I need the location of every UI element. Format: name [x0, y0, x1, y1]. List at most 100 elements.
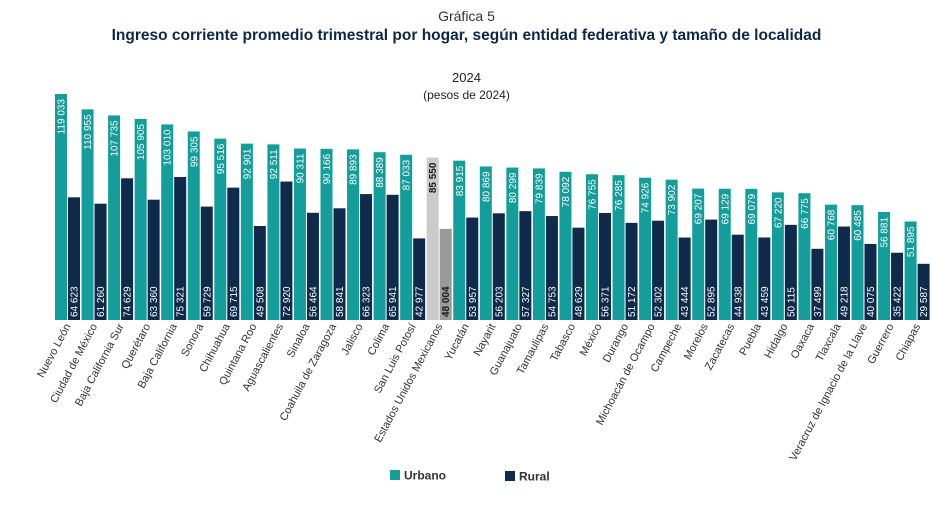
bar-urbano-baja-california-sur	[108, 115, 121, 320]
label-urbano-guanajuato: 80 299	[508, 172, 519, 203]
bar-rural-baja-california	[174, 176, 187, 320]
bar-urbano-campeche	[665, 179, 678, 320]
bar-rural-oaxaca	[811, 248, 824, 320]
label-urbano-nuevo-leon: 119 033	[57, 99, 68, 135]
label-urbano-michoacan-de-ocampo: 74 926	[641, 182, 652, 213]
label-urbano-durango: 76 285	[614, 180, 625, 211]
label-rural-yucatan: 53 957	[468, 286, 479, 317]
bar-rural-tamaulipas	[545, 216, 558, 320]
label-rural-hidalgo: 50 115	[786, 287, 797, 317]
category-label-colima: Colima	[366, 321, 393, 358]
bar-rural-durango	[625, 222, 638, 320]
label-urbano-baja-california-sur: 107 735	[110, 120, 121, 157]
label-urbano-san-luis-potosi: 87 033	[402, 159, 413, 190]
label-rural-morelos: 52 895	[707, 286, 718, 317]
bar-rural-campeche	[678, 237, 691, 320]
bar-urbano-nuevo-leon	[55, 94, 67, 320]
label-rural-tlaxcala: 49 218	[839, 286, 850, 317]
category-label-puebla: Puebla	[737, 321, 764, 358]
chart-unit: (pesos de 2024)	[423, 88, 510, 102]
label-rural-baja-california: 75 321	[176, 286, 187, 317]
label-rural-quintana-roo: 49 508	[255, 286, 266, 317]
label-rural-puebla: 43 459	[760, 286, 771, 317]
bar-urbano-morelos	[692, 188, 705, 320]
bar-rural-guanajuato	[519, 211, 532, 320]
bar-urbano-aguascalientes	[267, 144, 280, 320]
bar-urbano-sinaloa	[293, 148, 306, 320]
label-urbano-colima: 88 389	[375, 157, 386, 188]
label-rural-tamaulipas: 54 753	[547, 286, 558, 317]
label-rural-tabasco: 48 629	[574, 286, 585, 317]
label-rural-colima: 65 941	[388, 286, 399, 317]
label-urbano-chihuahua: 95 516	[216, 143, 227, 174]
bar-urbano-oaxaca	[798, 193, 811, 320]
bar-urbano-chihuahua	[214, 138, 227, 320]
label-urbano-coahuila-de-zaragoza: 90 166	[322, 153, 333, 184]
label-rural-nayarit: 56 203	[494, 286, 505, 317]
label-urbano-mexico: 76 755	[588, 179, 599, 210]
category-label-hidalgo: Hidalgo	[762, 322, 790, 361]
label-rural-jalisco: 66 323	[362, 286, 373, 317]
bar-rural-ciudad-de-mexico	[94, 203, 107, 320]
label-urbano-nayarit: 80 869	[481, 171, 492, 202]
bar-rural-nuevo-leon	[68, 197, 80, 320]
bar-urbano-tamaulipas	[532, 168, 545, 320]
category-label-durango: Durango	[601, 322, 631, 365]
category-label-coahuila-de-zaragoza: Coahuila de Zaragoza	[278, 321, 340, 423]
bar-rural-tabasco	[572, 227, 585, 320]
label-urbano-jalisco: 89 893	[349, 154, 360, 185]
label-rural-guerrero: 35 422	[893, 286, 904, 317]
bar-rural-quintana-roo	[253, 226, 266, 320]
label-rural-mexico: 56 371	[601, 286, 612, 317]
label-rural-nuevo-leon: 64 623	[70, 286, 81, 317]
label-urbano-queretaro: 105 905	[136, 123, 147, 160]
label-urbano-estados-unidos-mexicanos: 85 550	[428, 162, 439, 193]
label-rural-chiapas: 29 587	[919, 286, 930, 317]
bar-rural-baja-california-sur	[121, 178, 134, 320]
bar-urbano-veracruz-de-ignacio-de-la-llave	[851, 205, 864, 320]
bar-rural-tlaxcala	[837, 226, 850, 320]
bar-urbano-yucatan	[453, 160, 466, 320]
label-urbano-ciudad-de-mexico: 110 955	[83, 114, 94, 150]
label-rural-guanajuato: 57 327	[521, 286, 532, 317]
label-urbano-yucatan: 83 915	[455, 165, 466, 196]
bar-rural-puebla	[758, 237, 771, 320]
label-urbano-campeche: 73 902	[667, 184, 678, 215]
bar-rural-yucatan	[466, 217, 479, 320]
label-urbano-zacatecas: 69 129	[720, 193, 731, 224]
label-rural-ciudad-de-mexico: 61 260	[96, 286, 107, 317]
category-label-michoacan-de-ocampo: Michoacán de Ocampo	[594, 322, 658, 428]
label-rural-estados-unidos-mexicanos: 48 004	[441, 286, 452, 317]
bar-urbano-baja-california	[161, 124, 174, 320]
label-urbano-morelos: 69 207	[694, 193, 705, 224]
label-urbano-guerrero: 56 881	[880, 217, 891, 248]
bar-urbano-guanajuato	[506, 167, 519, 320]
bar-urbano-puebla	[745, 188, 758, 320]
category-label-mexico: México	[578, 322, 605, 358]
bar-rural-guerrero	[891, 252, 904, 320]
category-label-oaxaca: Oaxaca	[789, 321, 818, 361]
bar-rural-chihuahua	[227, 187, 240, 320]
category-label-morelos: Morelos	[682, 321, 711, 362]
bar-rural-zacatecas	[731, 234, 744, 320]
bar-urbano-queretaro	[134, 118, 147, 320]
category-label-sinaloa: Sinaloa	[285, 321, 313, 360]
bar-rural-mexico	[599, 212, 611, 320]
bar-urbano-tabasco	[559, 171, 572, 320]
label-rural-michoacan-de-ocampo: 52 302	[654, 286, 665, 317]
category-label-jalisco: Jalisco	[339, 322, 365, 357]
label-rural-zacatecas: 44 938	[733, 286, 744, 317]
bar-urbano-ciudad-de-mexico	[81, 109, 94, 320]
label-urbano-chiapas: 51 895	[906, 226, 917, 257]
label-urbano-veracruz-de-ignacio-de-la-llave: 60 485	[853, 210, 864, 241]
category-label-tabasco: Tabasco	[548, 322, 578, 364]
bar-rural-aguascalientes	[280, 181, 293, 320]
label-rural-aguascalientes: 72 920	[282, 286, 293, 317]
label-rural-chihuahua: 69 715	[229, 286, 240, 317]
bar-urbano-estados-unidos-mexicanos	[426, 157, 439, 320]
legend-label-urbano: Urbano	[404, 469, 446, 483]
category-label-yucatan: Yucatán	[443, 322, 472, 363]
bar-rural-morelos	[705, 219, 718, 320]
bar-urbano-guerrero	[878, 212, 891, 320]
label-urbano-hidalgo: 67 220	[773, 197, 784, 228]
